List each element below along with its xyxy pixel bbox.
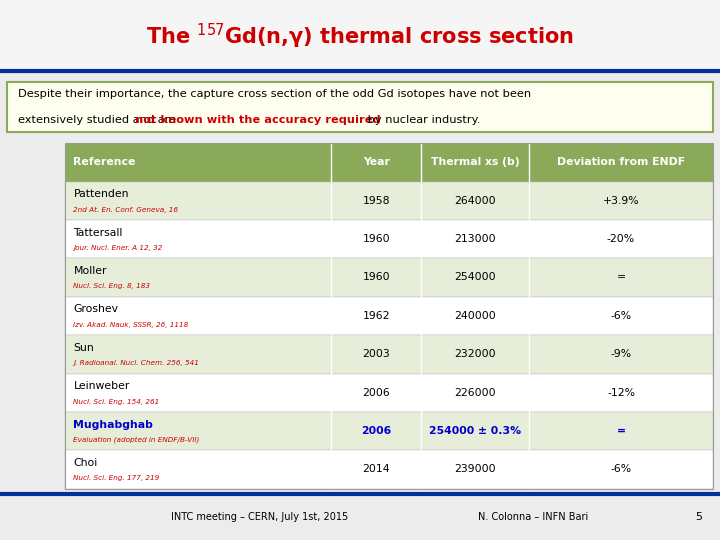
Text: +3.9%: +3.9%	[603, 195, 639, 206]
Text: 2014: 2014	[362, 464, 390, 475]
Text: Mughabghab: Mughabghab	[73, 420, 153, 430]
Text: Nucl. Sci. Eng. 8, 183: Nucl. Sci. Eng. 8, 183	[73, 284, 150, 289]
Text: Thermal xs (b): Thermal xs (b)	[431, 157, 520, 167]
Text: -9%: -9%	[611, 349, 631, 359]
Text: 2006: 2006	[361, 426, 392, 436]
FancyBboxPatch shape	[65, 296, 713, 335]
Text: 1960: 1960	[362, 273, 390, 282]
Text: Nucl. Sci. Eng. 154, 261: Nucl. Sci. Eng. 154, 261	[73, 399, 160, 404]
Text: Jour. Nucl. Ener. A 12, 32: Jour. Nucl. Ener. A 12, 32	[73, 245, 163, 251]
Text: Deviation from ENDF: Deviation from ENDF	[557, 157, 685, 167]
Text: Despite their importance, the capture cross section of the odd Gd isotopes have : Despite their importance, the capture cr…	[18, 89, 531, 99]
Text: 232000: 232000	[454, 349, 496, 359]
Text: 1958: 1958	[362, 195, 390, 206]
Text: N. Colonna – INFN Bari: N. Colonna – INFN Bari	[477, 512, 588, 522]
Text: Pattenden: Pattenden	[73, 189, 129, 199]
Text: The $^{157}$Gd(n,γ) thermal cross section: The $^{157}$Gd(n,γ) thermal cross sectio…	[146, 22, 574, 51]
Text: Sun: Sun	[73, 343, 94, 353]
Text: 1960: 1960	[362, 234, 390, 244]
FancyBboxPatch shape	[65, 374, 713, 412]
FancyBboxPatch shape	[65, 335, 713, 374]
FancyBboxPatch shape	[65, 450, 713, 489]
Text: Izv. Akad. Nauk, SSSR, 26, 1118: Izv. Akad. Nauk, SSSR, 26, 1118	[73, 322, 189, 328]
Text: Choi: Choi	[73, 458, 98, 468]
Text: 239000: 239000	[454, 464, 496, 475]
Text: 240000: 240000	[454, 311, 496, 321]
Text: Year: Year	[363, 157, 390, 167]
FancyBboxPatch shape	[7, 82, 713, 132]
FancyBboxPatch shape	[65, 143, 713, 181]
FancyBboxPatch shape	[65, 181, 713, 220]
Text: 264000: 264000	[454, 195, 496, 206]
Text: -12%: -12%	[607, 388, 635, 397]
Text: Groshev: Groshev	[73, 305, 118, 314]
Text: by nuclear industry.: by nuclear industry.	[364, 115, 480, 125]
FancyBboxPatch shape	[0, 0, 720, 71]
Text: 2003: 2003	[362, 349, 390, 359]
Text: Reference: Reference	[73, 157, 136, 167]
Text: Leinweber: Leinweber	[73, 381, 130, 391]
Text: Tattersall: Tattersall	[73, 227, 123, 238]
Text: =: =	[616, 426, 626, 436]
FancyBboxPatch shape	[65, 220, 713, 258]
Text: =: =	[616, 273, 626, 282]
Text: 226000: 226000	[454, 388, 496, 397]
Text: Moller: Moller	[73, 266, 107, 276]
Text: 5: 5	[695, 512, 702, 522]
Text: 2nd At. En. Conf. Geneva, 16: 2nd At. En. Conf. Geneva, 16	[73, 206, 179, 213]
Text: 254000: 254000	[454, 273, 496, 282]
Text: 254000 ± 0.3%: 254000 ± 0.3%	[429, 426, 521, 436]
Text: 2006: 2006	[362, 388, 390, 397]
Text: -6%: -6%	[611, 311, 631, 321]
Text: 1962: 1962	[362, 311, 390, 321]
Text: INTC meeting – CERN, July 1st, 2015: INTC meeting – CERN, July 1st, 2015	[171, 512, 348, 522]
Text: Evaluation (adopted in ENDF/B-VII): Evaluation (adopted in ENDF/B-VII)	[73, 437, 200, 443]
Text: extensively studied and are: extensively studied and are	[18, 115, 180, 125]
Text: Nucl. Sci. Eng. 177, 219: Nucl. Sci. Eng. 177, 219	[73, 475, 160, 481]
Text: 213000: 213000	[454, 234, 496, 244]
Text: J. Radioanal. Nucl. Chem. 256, 541: J. Radioanal. Nucl. Chem. 256, 541	[73, 360, 199, 366]
Text: -20%: -20%	[607, 234, 635, 244]
FancyBboxPatch shape	[65, 258, 713, 296]
FancyBboxPatch shape	[65, 412, 713, 450]
Text: not known with the accuracy required: not known with the accuracy required	[135, 115, 380, 125]
Text: -6%: -6%	[611, 464, 631, 475]
